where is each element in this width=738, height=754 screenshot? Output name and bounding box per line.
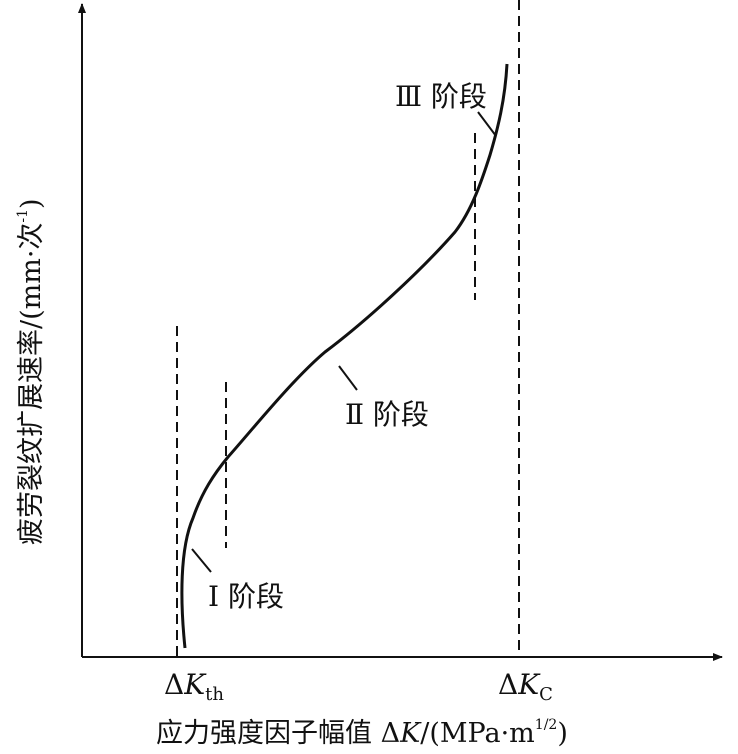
crack-growth-curve [180,63,509,649]
x-axis-title: 应力强度因子幅值 ΔK/(MPa·m1/2) [156,717,568,749]
stage3-leader-line [477,111,497,137]
stage2-leader-line [338,365,358,391]
y-axis-title: 疲劳裂纹扩展速率/(mm·次-1) [15,198,47,545]
stage3-label: Ⅲ 阶段 [395,80,487,113]
kc-marker-label: ΔKC [498,668,553,705]
stage2-label: Ⅱ 阶段 [345,398,429,431]
stage1-leader-line [191,548,212,573]
stage1-label: Ⅰ 阶段 [208,580,284,613]
kth-marker-label: ΔKth [164,668,224,705]
